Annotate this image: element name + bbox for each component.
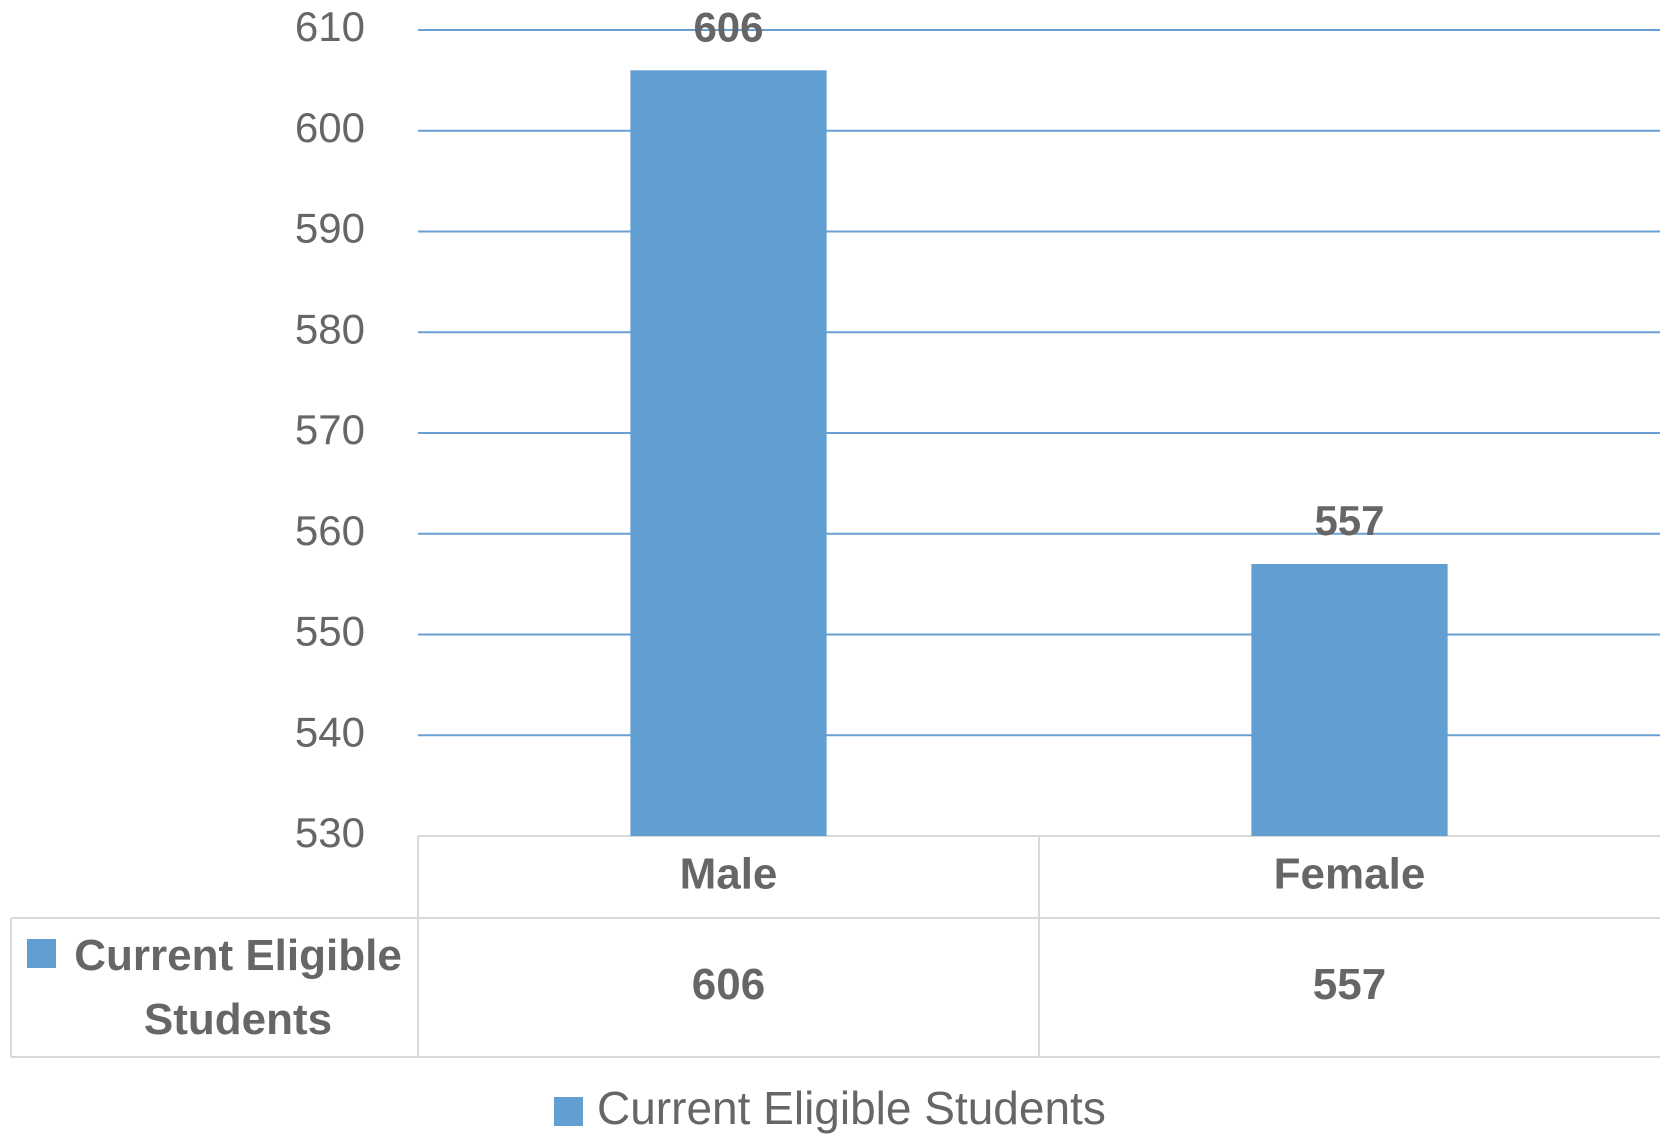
y-tick-label: 580 bbox=[295, 305, 365, 352]
y-tick-label: 530 bbox=[295, 809, 365, 856]
table-value: 557 bbox=[1313, 960, 1386, 1009]
x-tick-label: Female bbox=[1274, 850, 1426, 899]
y-tick-label: 560 bbox=[295, 507, 365, 554]
x-tick-label: Male bbox=[680, 850, 778, 899]
table-legend-key bbox=[27, 939, 56, 968]
legend-label: Current Eligible Students bbox=[597, 1082, 1106, 1134]
y-tick-label: 570 bbox=[295, 406, 365, 453]
legend-key bbox=[554, 1097, 583, 1126]
table-value: 606 bbox=[692, 960, 765, 1009]
y-tick-label: 540 bbox=[295, 708, 365, 755]
y-tick-label: 590 bbox=[295, 205, 365, 252]
table-row-header: Current Eligible Students bbox=[74, 931, 402, 1044]
y-tick-label: 550 bbox=[295, 608, 365, 655]
y-tick-label: 610 bbox=[295, 3, 365, 50]
bar bbox=[1251, 563, 1448, 836]
y-tick-label: 600 bbox=[295, 104, 365, 151]
bar bbox=[630, 70, 827, 837]
data-label: 606 bbox=[693, 3, 763, 50]
table-row-header-text: Current Eligible Students bbox=[74, 931, 402, 1044]
data-label: 557 bbox=[1314, 497, 1384, 544]
